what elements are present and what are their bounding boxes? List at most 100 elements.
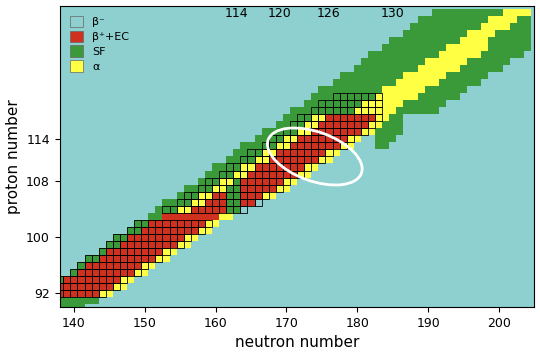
Bar <box>184 199 191 205</box>
Bar <box>276 192 283 199</box>
Bar <box>347 136 354 142</box>
Bar <box>304 108 311 114</box>
Bar <box>113 276 120 283</box>
Bar <box>127 262 134 269</box>
Bar <box>389 87 396 93</box>
Bar <box>276 129 283 136</box>
Bar <box>375 108 382 114</box>
Bar <box>219 171 226 178</box>
Bar <box>290 163 297 171</box>
Bar <box>439 9 446 16</box>
Bar <box>177 234 184 241</box>
Bar <box>311 108 319 114</box>
Bar <box>481 72 488 79</box>
Bar <box>226 171 233 178</box>
Bar <box>205 213 212 220</box>
Bar <box>134 283 141 290</box>
Bar <box>240 220 247 226</box>
Bar <box>524 30 531 37</box>
Bar <box>290 142 297 150</box>
Bar <box>431 108 439 114</box>
Bar <box>453 72 460 79</box>
Bar <box>375 142 382 150</box>
Bar <box>368 108 375 114</box>
Bar <box>326 93 333 100</box>
Bar <box>247 150 254 157</box>
Bar <box>170 262 177 269</box>
Bar <box>254 184 262 192</box>
Bar <box>219 241 226 247</box>
Bar <box>354 87 361 93</box>
Bar <box>354 142 361 150</box>
Bar <box>347 100 354 108</box>
Bar <box>233 199 240 205</box>
Bar <box>233 178 240 184</box>
Bar <box>247 178 254 184</box>
Bar <box>510 23 517 30</box>
Bar <box>212 178 219 184</box>
Bar <box>113 283 120 290</box>
Bar <box>453 51 460 58</box>
Bar <box>283 205 290 213</box>
Bar <box>127 304 134 311</box>
Bar <box>156 283 163 290</box>
Bar <box>254 157 262 163</box>
Bar <box>184 269 191 276</box>
Bar <box>205 184 212 192</box>
Bar <box>333 93 340 100</box>
Bar <box>205 192 212 199</box>
Bar <box>417 114 424 121</box>
Bar <box>226 199 233 205</box>
Bar <box>141 234 148 241</box>
Bar <box>347 72 354 79</box>
Bar <box>396 108 403 114</box>
Bar <box>375 66 382 72</box>
Bar <box>403 79 410 87</box>
Bar <box>212 199 219 205</box>
Bar <box>431 79 439 87</box>
Bar <box>453 79 460 87</box>
Bar <box>417 58 424 66</box>
Bar <box>212 178 219 184</box>
Bar <box>481 9 488 16</box>
Bar <box>247 213 254 220</box>
Bar <box>403 87 410 93</box>
Bar <box>311 93 319 100</box>
Bar <box>439 87 446 93</box>
Bar <box>340 163 347 171</box>
Bar <box>403 100 410 108</box>
Bar <box>431 9 439 16</box>
Bar <box>439 23 446 30</box>
Bar <box>240 171 247 178</box>
Bar <box>446 16 453 23</box>
Bar <box>219 205 226 213</box>
Bar <box>276 184 283 192</box>
Bar <box>410 93 417 100</box>
Bar <box>198 226 205 234</box>
Bar <box>113 276 120 283</box>
Bar <box>99 276 106 283</box>
Bar <box>269 163 276 171</box>
Bar <box>226 157 233 163</box>
Bar <box>113 255 120 262</box>
Bar <box>269 129 276 136</box>
Bar <box>233 241 240 247</box>
Bar <box>375 72 382 79</box>
Bar <box>290 163 297 171</box>
Bar <box>92 297 99 304</box>
Bar <box>163 220 170 226</box>
Bar <box>84 255 92 262</box>
Bar <box>156 234 163 241</box>
Bar <box>148 247 156 255</box>
Bar <box>389 51 396 58</box>
Bar <box>382 44 389 51</box>
Bar <box>240 205 247 213</box>
Bar <box>99 255 106 262</box>
Bar <box>503 58 510 66</box>
Bar <box>361 114 368 121</box>
Bar <box>63 290 70 297</box>
Bar <box>340 108 347 114</box>
Bar <box>99 304 106 311</box>
Bar <box>503 23 510 30</box>
Bar <box>333 108 340 114</box>
